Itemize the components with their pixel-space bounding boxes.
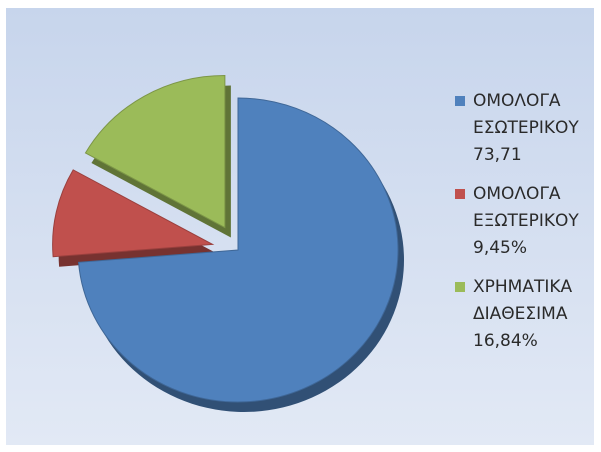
legend-label-line-2: ΕΣΩΤΕΡΙΚΟΥ: [473, 118, 579, 138]
legend-label-line-2: ΕΞΩΤΕΡΙΚΟΥ: [473, 211, 579, 231]
legend-item-domestic-bonds: ΟΜΟΛΟΓΑ ΕΣΩΤΕΡΙΚΟΥ 73,71: [455, 88, 595, 169]
legend: ΟΜΟΛΟΓΑ ΕΣΩΤΕΡΙΚΟΥ 73,71 ΟΜΟΛΟΓΑ ΕΞΩΤΕΡΙ…: [455, 88, 595, 367]
legend-value: 16,84%: [473, 331, 538, 351]
legend-label-line-1: ΧΡΗΜΑΤΙΚΑ: [473, 277, 573, 297]
pie-slice-0: [77, 97, 399, 403]
legend-label-line-1: ΟΜΟΛΟΓΑ: [473, 184, 561, 204]
legend-label-line-2: ΔΙΑΘΕΣΙΜΑ: [473, 304, 568, 324]
pie-slice-1: [52, 169, 215, 258]
legend-item-foreign-bonds: ΟΜΟΛΟΓΑ ΕΞΩΤΕΡΙΚΟΥ 9,45%: [455, 181, 595, 262]
legend-value: 73,71: [473, 145, 522, 165]
legend-label-line-1: ΟΜΟΛΟΓΑ: [473, 91, 561, 111]
pie-slice-2: [84, 75, 226, 229]
legend-value: 9,45%: [473, 238, 528, 258]
legend-swatch-cash: [455, 282, 465, 292]
pie-slices: [52, 75, 405, 413]
legend-swatch-foreign-bonds: [455, 189, 465, 199]
legend-item-cash: ΧΡΗΜΑΤΙΚΑ ΔΙΑΘΕΣΙΜΑ 16,84%: [455, 274, 595, 355]
legend-swatch-domestic-bonds: [455, 96, 465, 106]
